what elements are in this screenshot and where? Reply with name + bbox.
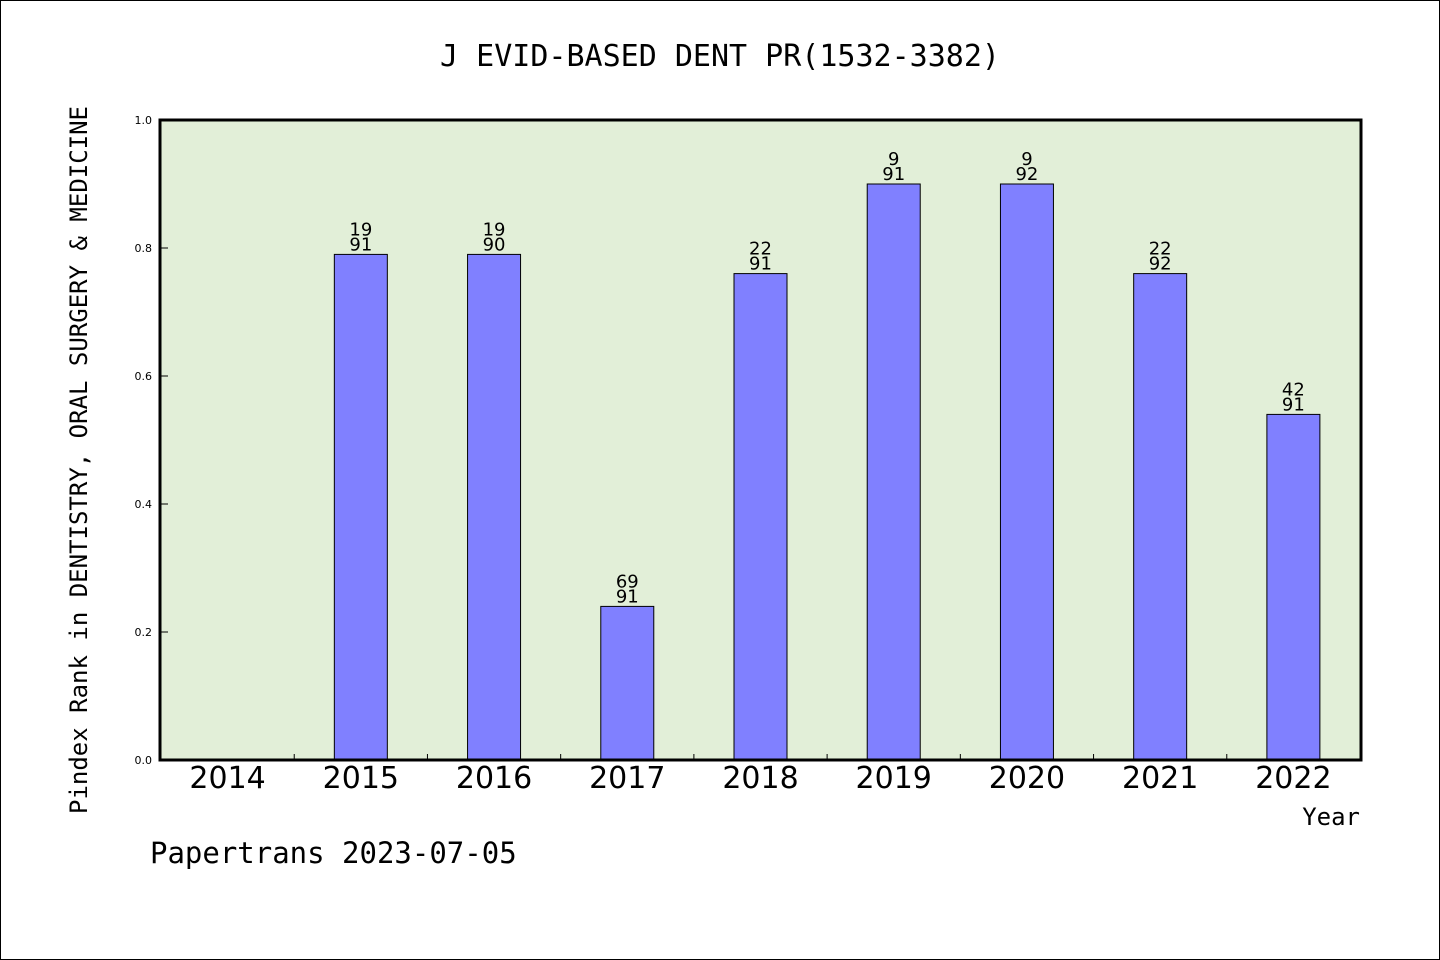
bar-rank-label: 19 [483,219,506,240]
bar-total-label: 91 [749,254,772,275]
bar-rank-label: 19 [349,219,372,240]
y-tick-label: 0.0 [135,754,153,767]
y-axis-label: Pindex Rank in DENTISTRY, ORAL SURGERY &… [65,106,93,814]
x-tick-label: 2022 [1255,761,1331,796]
x-ticks-group: 2014 2015 2016 2017 2018 2019 2020 2021 2022 [189,754,1332,796]
bar-rank-label: 9 [888,149,899,170]
bar-total-label: 91 [1282,394,1305,415]
x-tick-label: 2016 [456,761,532,796]
bar-rank-label: 9 [1021,149,1032,170]
bar [999,183,1054,761]
bar-rank-label: 42 [1282,379,1305,400]
bar [333,253,388,761]
bar [467,253,522,761]
bar-total-label: 92 [1149,254,1172,275]
y-tick-label: 0.6 [135,370,153,383]
x-tick-label: 2019 [856,761,932,796]
y-tick-label: 0.8 [135,242,153,255]
bar-total-label: 92 [1015,164,1038,185]
bar-total-label: 90 [483,234,506,255]
y-tick-label: 0.4 [135,498,153,511]
x-tick-label: 2018 [722,761,798,796]
bar [1266,413,1321,761]
chart-title: J EVID-BASED DENT PR(1532-3382) [440,39,1000,74]
bar-rank-label: 22 [749,239,772,260]
bar [600,605,655,761]
y-tick-label: 0.2 [135,626,153,639]
source-footer: Papertrans 2023-07-05 [150,836,517,870]
bar-total-label: 91 [882,164,905,185]
bar [1133,273,1188,761]
bar [733,273,788,761]
x-tick-label: 2015 [323,761,399,796]
bar-total-label: 91 [349,234,372,255]
x-tick-label: 2017 [589,761,665,796]
x-tick-label: 2021 [1122,761,1198,796]
bar [866,183,921,761]
x-tick-label: 2020 [989,761,1065,796]
y-ticks-group: 0.0 0.2 0.4 0.6 0.8 1.0 [135,114,168,767]
x-tick-label: 2014 [189,761,265,796]
plot-border [158,118,1363,762]
bar-rank-label: 69 [616,571,639,592]
x-axis-label: Year [1302,803,1360,831]
bars-group [333,183,1321,761]
y-tick-label: 1.0 [135,114,153,127]
bar-total-label: 91 [616,586,639,607]
bar-rank-label: 22 [1149,239,1172,260]
